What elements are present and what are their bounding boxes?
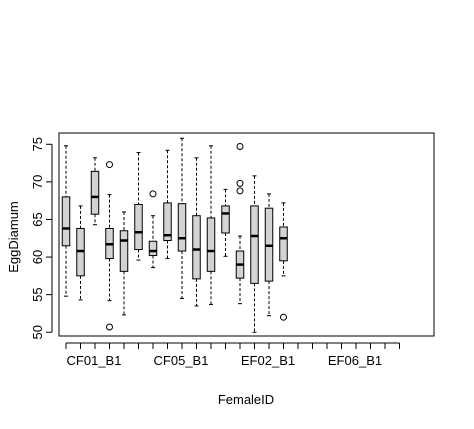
iqr-box	[250, 205, 259, 284]
box-5	[119, 211, 129, 316]
x-tick-label: EF06_B1	[328, 353, 382, 368]
iqr-box	[90, 170, 100, 215]
box-14	[250, 175, 259, 333]
box-8	[163, 149, 172, 260]
outlier-point	[149, 190, 157, 198]
iqr-box	[206, 217, 216, 272]
box-3	[90, 157, 100, 226]
x-tick-label: EF02_B1	[241, 353, 295, 368]
iqr-box	[61, 196, 71, 247]
y-tick-label: 65	[30, 212, 45, 226]
iqr-box	[148, 240, 158, 257]
y-tick-label: 50	[30, 325, 45, 339]
iqr-box	[192, 215, 201, 280]
y-axis-label: EggDiamum	[6, 201, 21, 273]
iqr-box	[221, 205, 230, 234]
x-tick-label: CF01_B1	[67, 353, 122, 368]
box-2	[76, 205, 85, 301]
box-7	[148, 190, 158, 269]
boxes-group	[61, 137, 288, 333]
iqr-box	[119, 230, 129, 272]
box-1	[61, 145, 71, 297]
iqr-box	[163, 202, 172, 242]
y-tick-label: 75	[30, 137, 45, 151]
iqr-box	[177, 203, 187, 252]
box-4	[105, 161, 114, 331]
outlier-point	[236, 179, 244, 187]
iqr-box	[279, 226, 288, 262]
box-9	[177, 137, 187, 299]
plot-border	[58, 132, 435, 337]
box-11	[206, 145, 216, 305]
y-axis: 50 55 60 65 70 75	[30, 137, 53, 339]
outlier-point	[236, 143, 244, 151]
box-16	[279, 202, 288, 321]
x-axis-label: FemaleID	[218, 392, 274, 407]
y-tick-label: 55	[30, 287, 45, 301]
outlier-point	[236, 187, 244, 195]
box-12	[221, 188, 230, 257]
box-15	[264, 193, 274, 317]
iqr-box	[134, 203, 143, 251]
box-6	[134, 152, 143, 261]
y-tick-label: 60	[30, 250, 45, 264]
x-tick-label: CF05_B1	[154, 353, 209, 368]
x-axis: CF01_B1 CF05_B1 EF02_B1 EF06_B1	[65, 342, 400, 368]
outlier-point	[106, 323, 113, 331]
box-13	[235, 143, 245, 305]
outlier-point	[280, 313, 287, 321]
outlier-point	[106, 161, 113, 169]
y-tick-label: 70	[30, 175, 45, 189]
box-10	[192, 157, 201, 307]
